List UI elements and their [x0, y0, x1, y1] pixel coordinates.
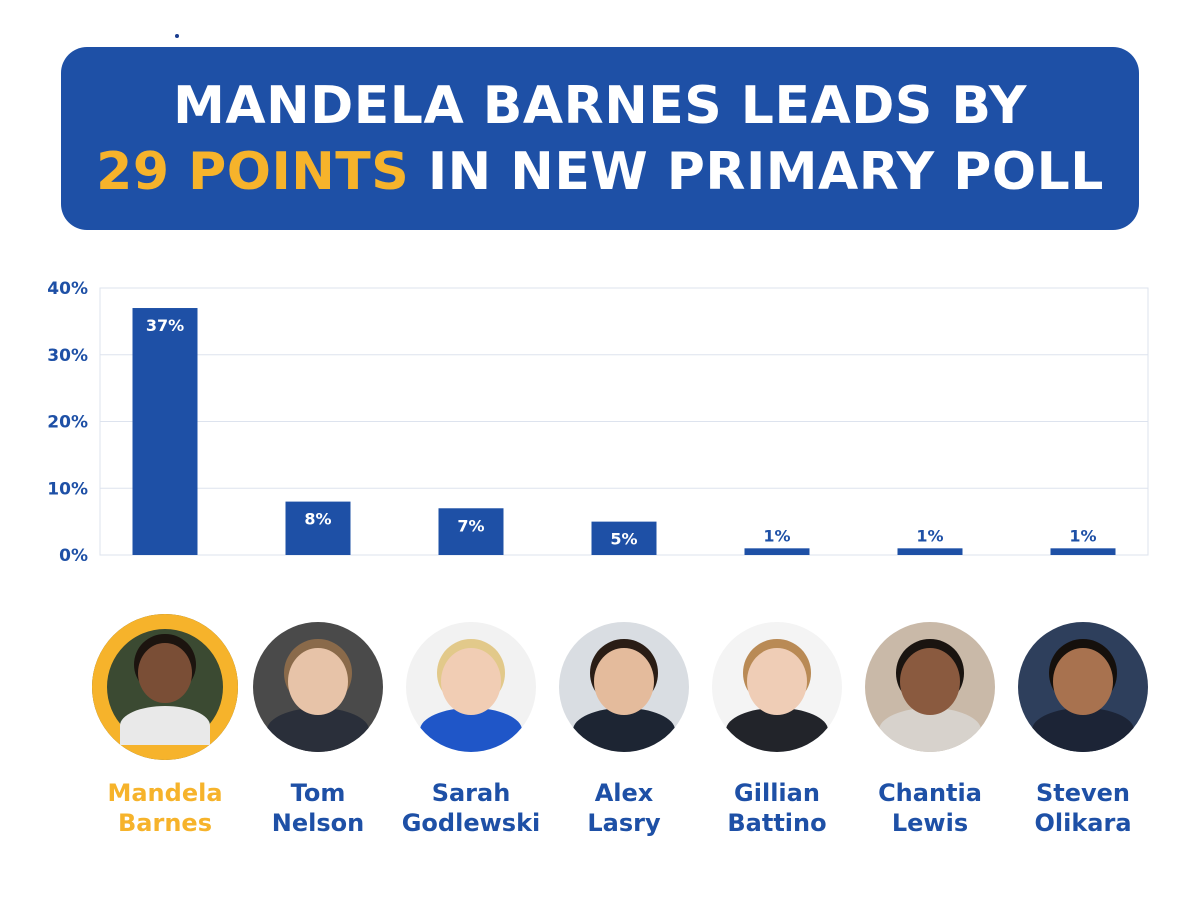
portrait-face	[441, 648, 501, 715]
candidate-name: Sarah Godlewski	[396, 778, 546, 838]
candidate-last-name: Lewis	[891, 809, 969, 837]
portrait-nelson-photo	[253, 622, 383, 752]
candidate-first-name: Mandela	[107, 779, 223, 807]
portrait-face	[288, 648, 348, 715]
portrait-shoulders	[879, 707, 981, 752]
candidate-first-name: Alex	[594, 779, 654, 807]
candidate-name: Mandela Barnes	[90, 778, 240, 838]
candidate-first-name: Chantia	[878, 779, 982, 807]
decorative-dot	[175, 34, 179, 38]
candidate-card: Alex Lasry	[549, 610, 699, 837]
bar	[285, 501, 351, 555]
candidate-first-name: Gillian	[734, 779, 820, 807]
bar-data-label: 8%	[304, 510, 331, 529]
candidate-first-name: Sarah	[431, 779, 511, 807]
y-tick-label: 20%	[47, 413, 88, 433]
y-tick-label: 10%	[47, 479, 88, 499]
portrait-face	[594, 648, 654, 715]
bar	[132, 308, 198, 555]
y-tick-label: 30%	[47, 346, 88, 366]
portrait-shoulders	[267, 707, 369, 752]
candidate-card: Sarah Godlewski	[396, 610, 546, 837]
bar	[897, 548, 963, 555]
portrait-barnes-photo	[92, 614, 238, 760]
bar-data-label: 7%	[457, 516, 484, 535]
candidate-last-name: Barnes	[118, 809, 212, 837]
candidate-card: Steven Olikara	[1008, 610, 1158, 837]
candidate-first-name: Tom	[290, 779, 346, 807]
headline-line2: 29 POINTS IN NEW PRIMARY POLL	[96, 139, 1104, 205]
portrait-shoulders	[420, 707, 522, 752]
candidate-last-name: Battino	[727, 809, 827, 837]
headline-banner: MANDELA BARNES LEADS BY 29 POINTS IN NEW…	[61, 47, 1139, 230]
bar-data-label: 5%	[610, 530, 637, 549]
portrait-shoulders	[119, 705, 211, 745]
headline-line1: MANDELA BARNES LEADS BY	[173, 75, 1027, 136]
poll-bar-chart: 0% 10% 20% 30% 40% 37% 8% 7% 5% 1% 1% 1%	[47, 279, 1149, 566]
candidate-name: Gillian Battino	[702, 778, 852, 838]
portrait-shoulders	[573, 707, 675, 752]
candidate-card: Gillian Battino	[702, 610, 852, 837]
candidate-name: Chantia Lewis	[855, 778, 1005, 838]
candidate-last-name: Godlewski	[401, 809, 541, 837]
candidate-card: Mandela Barnes	[90, 610, 240, 837]
bar-data-label: 37%	[146, 316, 184, 335]
candidate-card: Chantia Lewis	[855, 610, 1005, 837]
portrait-battino-photo	[712, 622, 842, 752]
bar	[744, 548, 810, 555]
bar-data-label: 1%	[916, 526, 943, 545]
portrait-godlewski-photo	[406, 622, 536, 752]
candidate-last-name: Lasry	[587, 809, 661, 837]
portrait-face	[138, 643, 192, 703]
bar-data-label: 1%	[763, 526, 790, 545]
candidate-name: Tom Nelson	[243, 778, 393, 838]
bar-data-label: 1%	[1069, 526, 1096, 545]
bar	[591, 521, 657, 555]
portrait-face	[900, 648, 960, 715]
portrait-shoulders	[1032, 707, 1134, 752]
candidate-last-name: Olikara	[1034, 809, 1132, 837]
portrait-face	[1053, 648, 1113, 715]
headline-highlight: 29 POINTS	[96, 141, 410, 202]
portrait-face	[747, 648, 807, 715]
portrait-lasry-photo	[559, 622, 689, 752]
bar	[438, 508, 504, 555]
headline-line2-rest: IN NEW PRIMARY POLL	[409, 141, 1104, 202]
y-tick-label: 0%	[59, 546, 88, 566]
candidate-name: Alex Lasry	[549, 778, 699, 838]
candidate-name: Steven Olikara	[1008, 778, 1158, 838]
candidate-last-name: Nelson	[271, 809, 365, 837]
portrait-lewis-photo	[865, 622, 995, 752]
portrait-olikara-photo	[1018, 622, 1148, 752]
portrait-shoulders	[726, 707, 828, 752]
candidate-row: Mandela Barnes Tom Nelson Sarah Godlewski Alex…	[0, 610, 1200, 870]
y-tick-label: 40%	[47, 279, 88, 299]
candidate-card: Tom Nelson	[243, 610, 393, 837]
candidate-first-name: Steven	[1035, 779, 1131, 807]
bar	[1050, 548, 1116, 555]
